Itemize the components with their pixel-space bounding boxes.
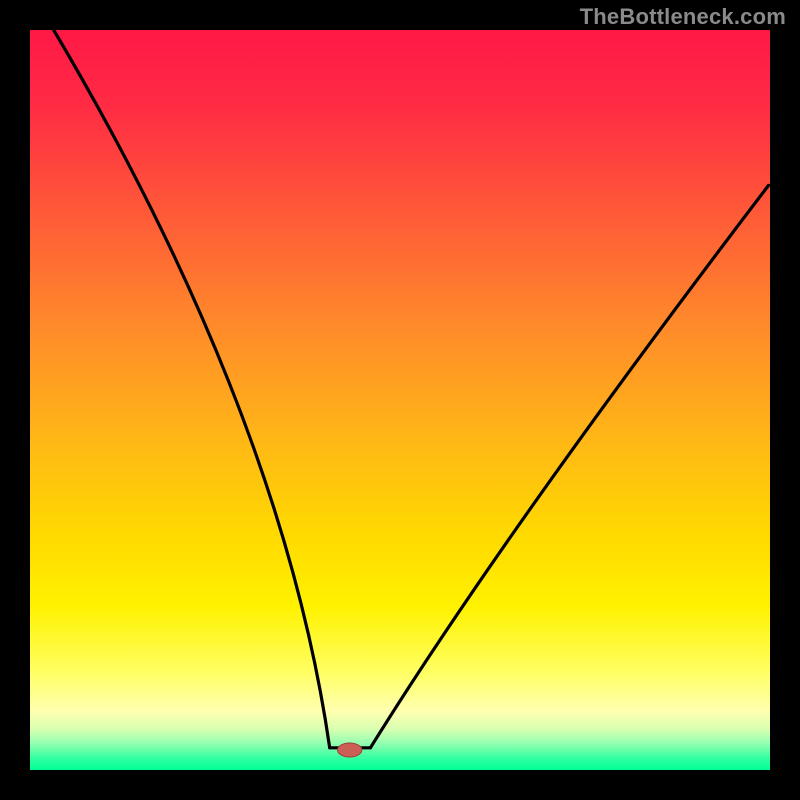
watermark-text: TheBottleneck.com — [580, 4, 786, 30]
chart-canvas: TheBottleneck.com — [0, 0, 800, 800]
bottleneck-marker — [337, 743, 361, 757]
plot-background — [30, 30, 770, 770]
bottleneck-chart — [0, 0, 800, 800]
